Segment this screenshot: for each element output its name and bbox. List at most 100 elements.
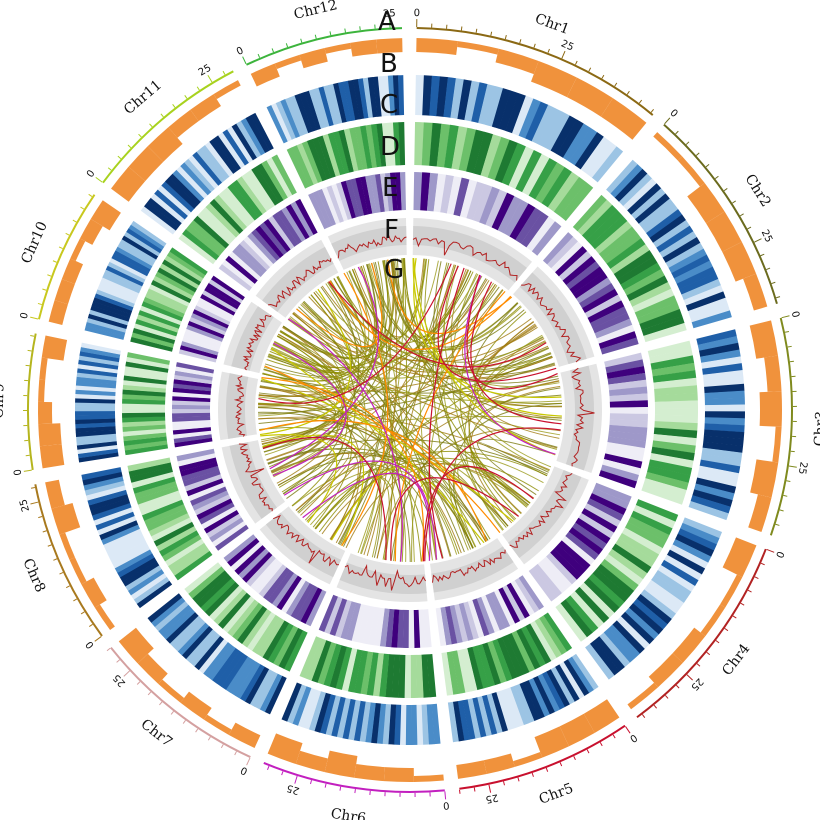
green-heat-bin-chr7 (251, 614, 281, 655)
purple-heat-bin-chr4 (557, 540, 591, 571)
density-bin-chr10 (70, 238, 86, 261)
green-heat-bin-chr5 (461, 648, 478, 692)
green-heat-bin-chr7 (227, 599, 259, 637)
purple-heat-bin-chr7 (300, 587, 323, 624)
green-heat-bin-chr8 (129, 466, 173, 483)
synteny-link-accent (466, 274, 558, 390)
blue-heat-bin-chr4 (636, 594, 672, 625)
green-heat-bin-chr3 (651, 362, 696, 377)
purple-heat-bin-chr1 (433, 173, 447, 213)
green-heat-bin-chr9 (122, 384, 166, 393)
purple-heat-bin-chr4 (533, 563, 562, 598)
synteny-link (292, 312, 481, 545)
tick-chr1 (638, 99, 643, 104)
line-track-chr3 (571, 367, 595, 467)
blue-heat-bin-chr10 (102, 273, 141, 294)
density-bin-chr1 (416, 38, 458, 55)
blue-heat-bin-chr10 (87, 313, 128, 329)
green-heat-bin-chr8 (171, 546, 210, 576)
density-bin-chr10 (79, 219, 103, 245)
green-heat-bin-chr6 (341, 648, 358, 692)
tick-chr2 (714, 175, 719, 180)
blue-heat-bin-chr12 (308, 89, 326, 129)
blue-heat-bin-chr12 (347, 79, 360, 121)
synteny-link-accent (270, 347, 485, 544)
blue-heat-bin-chr7 (244, 666, 270, 705)
green-heat-bin-chr11 (218, 190, 251, 228)
green-heat-bin-chr11 (236, 176, 267, 215)
tick-label-0: 0 (239, 764, 249, 777)
tick-chr5 (517, 777, 520, 782)
blue-heat-bin-chr7 (239, 664, 265, 702)
purple-heat-bin-chr6 (396, 609, 405, 648)
tick-chr2 (732, 200, 736, 204)
blue-heat-bin-chr12 (342, 80, 356, 121)
synteny-link-accent (424, 427, 561, 562)
green-heat-bin-chr4 (621, 527, 663, 555)
purple-heat-bin-chr2 (584, 294, 622, 319)
purple-heat-bin-chr1 (453, 177, 470, 217)
synteny-link (266, 434, 339, 462)
density-bin-chr1 (495, 48, 539, 75)
purple-heat-bin-chr6 (402, 609, 409, 648)
green-heat-bin-chr12 (392, 122, 401, 166)
synteny-links (258, 258, 562, 563)
blue-heat-bin-chr12 (266, 105, 288, 144)
blue-heat-bin-chr5 (546, 669, 570, 708)
purple-heat-bin-chr8 (203, 509, 240, 534)
blue-heat-bin-chr8 (133, 576, 170, 604)
blue-heat-bin-chr8 (97, 515, 137, 536)
green-heat-bin-chr7 (213, 589, 247, 625)
green-heat-bin-chr12 (338, 129, 354, 173)
purple-heat-bin-chr1 (466, 181, 485, 221)
green-heat-bin-chr7 (222, 596, 255, 633)
blue-heat-bin-chr3 (702, 363, 743, 376)
line-track-chr6 (344, 564, 427, 591)
synteny-link-accent (464, 275, 556, 455)
blue-heat-bin-chr6 (426, 704, 435, 745)
blue-heat-bin-chr9 (76, 372, 117, 381)
synteny-link (300, 304, 562, 405)
blue-heat-bin-chr12 (328, 83, 343, 124)
green-heat-bin-chr12 (317, 135, 336, 179)
green-heat-bin-chr10 (166, 251, 206, 279)
green-heat-bin-chr10 (132, 327, 176, 345)
blue-heat-bin-chr1 (498, 90, 519, 131)
purple-heat-bin-chr7 (242, 551, 273, 583)
blue-heat-bin-chr3 (702, 441, 744, 454)
purple-heat-bin-chr12 (384, 172, 394, 212)
purple-heat-bin-chr3 (604, 352, 643, 368)
line-track-band-chr5 (431, 546, 514, 593)
synteny-link (258, 417, 509, 527)
tick-chr4 (747, 589, 752, 593)
blue-heat-bin-chr9 (78, 359, 119, 370)
green-heat-bin-chr11 (251, 166, 280, 206)
green-heat-bin-chr4 (588, 573, 625, 608)
green-heat-bin-chr2 (620, 262, 662, 291)
blue-heat-bin-chr7 (173, 619, 206, 652)
blue-heat-bin-chr2 (665, 242, 704, 269)
blue-heat-bin-chr3 (701, 356, 742, 370)
line-track-chr4 (509, 472, 573, 548)
green-heat-bin-chr5 (467, 646, 484, 691)
density-bin-chr7 (180, 691, 212, 720)
blue-heat-bin-chr12 (323, 85, 339, 126)
blue-heat-bin-chr7 (202, 641, 232, 677)
green-heat-bin-chr10 (164, 255, 204, 282)
purple-heat-bin-chr4 (554, 544, 587, 576)
tick-label-25: 25 (796, 461, 809, 475)
green-heat-bin-chr6 (299, 636, 322, 679)
green-heat-bin-chr11 (246, 169, 276, 209)
green-heat-bin-chr2 (626, 275, 669, 302)
blue-heat-bin-chr4 (669, 544, 709, 569)
green-heat-bin-chr8 (164, 538, 205, 567)
blue-heat-bin-chr8 (87, 489, 128, 506)
density-bin-chr7 (158, 679, 185, 703)
green-heat-bin-chr7 (257, 617, 285, 658)
green-heat-bin-chr1 (458, 127, 477, 172)
purple-heat-bin-chr11 (225, 255, 258, 284)
synteny-link-accent (428, 267, 465, 559)
density-bin-chr5 (559, 713, 595, 747)
synteny-link (390, 387, 561, 561)
blue-heat-bin-chr6 (292, 686, 312, 726)
